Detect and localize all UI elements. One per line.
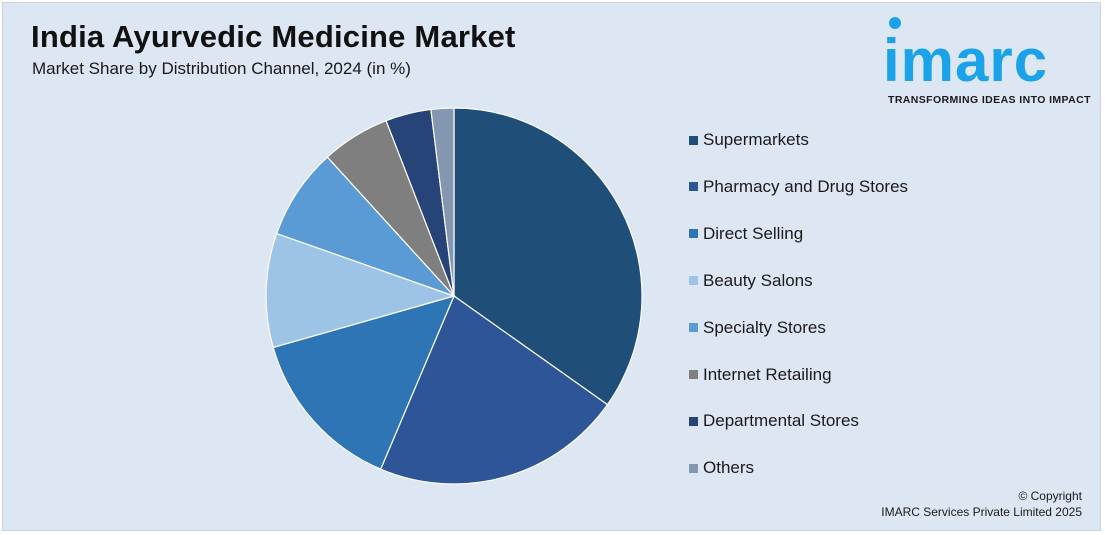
pie-slice-supermarkets [453,107,643,406]
legend-label-supermarkets: Supermarkets [703,130,809,149]
legend-swatch-departmental-stores [689,416,698,426]
legend-swatch-internet-retailing [689,370,698,379]
logo-wordmark: imarc [883,27,1049,94]
legend-label-pharmacy-and-drug-stores: Pharmacy and Drug Stores [703,176,909,196]
logo-dot-icon [889,17,901,29]
legend-item-internet-retailing: Internet Retailing [689,364,832,386]
legend-label-internet-retailing: Internet Retailing [703,364,832,384]
legend-label-specialty-stores: Specialty Stores [703,317,826,337]
legend-swatch-beauty-salons [689,276,698,286]
legend-label-direct-selling: Direct Selling [703,223,804,243]
legend-item-others: Others [689,457,754,479]
copyright-line-2: IMARC Services Private Limited 2025 [881,505,1082,519]
copyright-line-1: © Copyright [1018,489,1082,503]
legend-item-specialty-stores: Specialty Stores [689,317,826,339]
pie-slice-others [430,107,455,297]
imarc-logo: imarc TRANSFORMING IDEAS INTO IMPACT [883,15,1098,110]
legend-swatch-direct-selling [689,229,698,239]
legend-swatch-others [689,463,698,473]
legend-swatch-specialty-stores [689,323,698,333]
chart-title: India Ayurvedic Medicine Market [31,19,516,54]
legend-item-direct-selling: Direct Selling [689,223,803,245]
legend-label-departmental-stores: Departmental Stores [703,411,859,431]
legend-swatch-pharmacy-and-drug-stores [689,182,698,192]
legend-item-departmental-stores: Departmental Stores [689,410,859,432]
pie-slice-specialty-stores [275,156,455,297]
legend-item-pharmacy-and-drug-stores: Pharmacy and Drug Stores [689,176,908,198]
legend-swatch-supermarkets [689,135,698,145]
pie-slice-direct-selling [272,295,456,470]
pie-chart [265,107,643,485]
pie-slice-pharmacy-and-drug-stores [379,295,609,485]
legend-item-beauty-salons: Beauty Salons [689,270,813,292]
legend-label-beauty-salons: Beauty Salons [703,270,813,290]
legend-label-others: Others [703,458,755,478]
legend-item-supermarkets: Supermarkets [689,129,809,151]
chart-subtitle: Market Share by Distribution Channel, 20… [32,59,411,78]
pie-slice-beauty-salons [265,232,456,349]
copyright-notice: © Copyright IMARC Services Private Limit… [881,488,1082,520]
logo-tagline: TRANSFORMING IDEAS INTO IMPACT [888,94,1091,106]
